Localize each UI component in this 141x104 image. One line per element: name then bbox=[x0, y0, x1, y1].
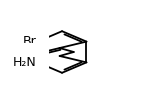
Circle shape bbox=[33, 59, 43, 66]
Text: H₂N: H₂N bbox=[12, 56, 36, 69]
Text: Br: Br bbox=[22, 35, 36, 48]
Text: O: O bbox=[32, 47, 42, 60]
Circle shape bbox=[33, 51, 41, 56]
Circle shape bbox=[33, 38, 42, 45]
